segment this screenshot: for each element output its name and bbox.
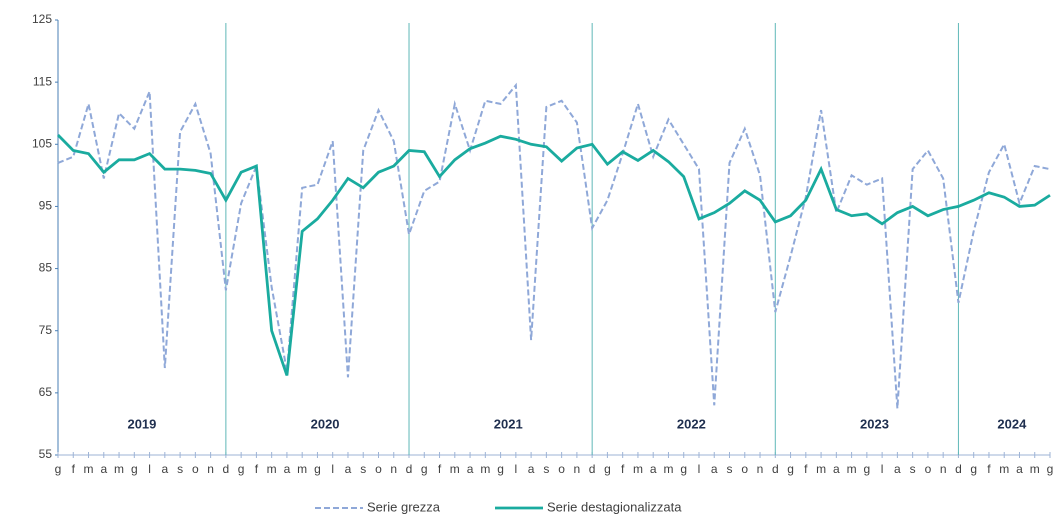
y-tick-label: 85	[39, 261, 53, 275]
x-tick-label: f	[987, 462, 991, 476]
x-tick-label: o	[558, 462, 565, 476]
x-tick-label: m	[114, 462, 124, 476]
x-tick-label: g	[421, 462, 428, 476]
x-tick-label: o	[375, 462, 382, 476]
x-tick-label: d	[406, 462, 413, 476]
legend-label: Serie grezza	[367, 499, 441, 514]
x-tick-label: g	[314, 462, 321, 476]
x-tick-label: o	[741, 462, 748, 476]
x-tick-label: m	[297, 462, 307, 476]
y-tick-label: 95	[39, 199, 53, 213]
y-tick-label: 125	[32, 12, 52, 26]
x-tick-label: m	[480, 462, 490, 476]
x-tick-label: l	[515, 462, 518, 476]
x-tick-label: m	[450, 462, 460, 476]
x-tick-label: f	[621, 462, 625, 476]
x-tick-label: n	[390, 462, 397, 476]
x-tick-label: l	[148, 462, 151, 476]
x-tick-label: a	[284, 462, 291, 476]
x-tick-label: g	[131, 462, 138, 476]
x-tick-label: m	[816, 462, 826, 476]
year-label: 2024	[997, 416, 1027, 431]
x-tick-label: m	[633, 462, 643, 476]
x-tick-label: a	[161, 462, 168, 476]
y-tick-label: 75	[39, 323, 53, 337]
x-tick-label: f	[438, 462, 442, 476]
x-tick-label: g	[497, 462, 504, 476]
x-tick-label: m	[267, 462, 277, 476]
x-tick-label: o	[925, 462, 932, 476]
x-tick-label: a	[100, 462, 107, 476]
x-tick-label: g	[238, 462, 245, 476]
x-tick-label: g	[55, 462, 62, 476]
x-tick-label: n	[574, 462, 581, 476]
x-tick-label: d	[223, 462, 230, 476]
series-line	[57, 82, 1051, 409]
year-label: 2019	[127, 416, 156, 431]
x-tick-label: a	[650, 462, 657, 476]
x-tick-label: d	[955, 462, 962, 476]
year-label: 2020	[311, 416, 340, 431]
x-tick-label: d	[772, 462, 779, 476]
x-tick-label: f	[255, 462, 259, 476]
x-tick-label: m	[847, 462, 857, 476]
x-tick-label: g	[787, 462, 794, 476]
series-line	[57, 133, 1051, 376]
x-tick-label: a	[1016, 462, 1023, 476]
y-tick-label: 115	[33, 74, 52, 88]
x-tick-label: f	[804, 462, 808, 476]
year-label: 2023	[860, 416, 889, 431]
x-tick-label: g	[1047, 462, 1053, 476]
x-tick-label: m	[1030, 462, 1040, 476]
x-tick-label: a	[711, 462, 718, 476]
x-tick-label: a	[467, 462, 474, 476]
x-tick-label: n	[757, 462, 764, 476]
x-tick-label: g	[604, 462, 611, 476]
x-tick-label: l	[881, 462, 884, 476]
x-tick-label: m	[999, 462, 1009, 476]
y-tick-label: 65	[39, 385, 53, 399]
x-tick-label: s	[543, 462, 549, 476]
x-tick-label: n	[940, 462, 947, 476]
y-tick-label: 105	[32, 136, 52, 150]
x-tick-label: m	[84, 462, 94, 476]
x-tick-label: l	[331, 462, 334, 476]
x-tick-label: a	[833, 462, 840, 476]
x-tick-label: s	[360, 462, 366, 476]
x-tick-label: o	[192, 462, 199, 476]
x-tick-label: s	[727, 462, 733, 476]
x-tick-label: s	[910, 462, 916, 476]
x-tick-label: l	[698, 462, 701, 476]
x-tick-label: g	[680, 462, 687, 476]
year-label: 2022	[677, 416, 706, 431]
x-tick-label: g	[864, 462, 871, 476]
legend-label: Serie destagionalizzata	[547, 499, 682, 514]
x-tick-label: f	[72, 462, 76, 476]
x-tick-label: m	[663, 462, 673, 476]
x-tick-label: a	[345, 462, 352, 476]
x-tick-label: g	[970, 462, 977, 476]
year-label: 2021	[494, 416, 523, 431]
x-tick-label: a	[528, 462, 535, 476]
x-tick-label: a	[894, 462, 901, 476]
x-tick-label: n	[207, 462, 214, 476]
y-tick-label: 55	[39, 447, 53, 461]
x-tick-label: s	[177, 462, 183, 476]
x-tick-label: d	[589, 462, 596, 476]
